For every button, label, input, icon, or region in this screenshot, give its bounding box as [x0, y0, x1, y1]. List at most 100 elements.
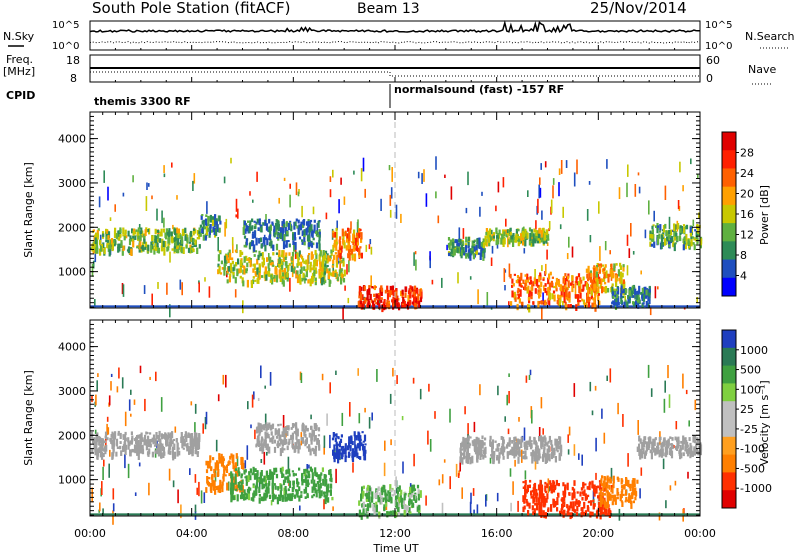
noise-speck	[695, 400, 697, 410]
echo-cell	[541, 488, 543, 491]
echo-cell	[335, 438, 337, 442]
echo-cell	[469, 457, 471, 464]
noise-speck	[146, 183, 148, 191]
echo-cell	[517, 229, 519, 232]
echo-cell	[105, 436, 107, 438]
echo-cell	[348, 249, 350, 253]
noise-speck	[391, 167, 393, 182]
echo-cell	[690, 227, 692, 233]
echo-cell	[542, 279, 544, 281]
echo-cell	[680, 228, 682, 233]
echo-cell	[561, 504, 563, 510]
noise-speck	[449, 409, 451, 423]
echo-cell	[605, 264, 607, 268]
echo-cell	[338, 250, 340, 258]
echo-cell	[155, 229, 157, 235]
echo-cell	[594, 489, 596, 496]
echo-cell	[314, 423, 316, 429]
power-panel	[90, 112, 702, 319]
echo-cell	[275, 223, 277, 227]
echo-cell	[481, 454, 483, 457]
noise-speck	[132, 175, 134, 182]
noise-speck	[599, 246, 601, 261]
echo-cell	[287, 265, 289, 270]
echo-cell	[622, 485, 624, 489]
echo-cell	[291, 257, 293, 261]
echo-cell	[515, 234, 517, 240]
echo-cell	[567, 511, 569, 516]
echo-cell	[356, 435, 358, 440]
echo-cell	[607, 493, 609, 500]
echo-cell	[342, 229, 344, 237]
echo-cell	[303, 235, 305, 237]
echo-cell	[573, 480, 575, 486]
echo-cell	[251, 225, 253, 229]
echo-cell	[534, 503, 536, 506]
echo-cell	[543, 301, 545, 303]
echo-cell	[306, 221, 308, 226]
echo-cell	[573, 509, 575, 512]
echo-cell	[263, 476, 265, 482]
echo-cell	[638, 444, 640, 451]
echo-cell	[373, 294, 375, 297]
echo-cell	[409, 511, 411, 514]
echo-cell	[679, 238, 681, 241]
echo-cell	[295, 473, 297, 476]
noise-speck	[369, 244, 371, 249]
echo-cell	[683, 244, 685, 250]
noise-speck	[541, 307, 543, 320]
echo-cell	[319, 474, 321, 481]
noise-speck	[99, 196, 101, 207]
echo-cell	[683, 227, 685, 233]
echo-cell	[297, 258, 299, 266]
echo-cell	[540, 282, 542, 288]
echo-cell	[168, 237, 170, 243]
echo-cell	[501, 234, 503, 236]
echo-cell	[507, 442, 509, 446]
echo-cell	[163, 452, 165, 456]
echo-cell	[690, 232, 692, 236]
echo-cell	[243, 494, 245, 501]
echo-cell	[249, 488, 251, 491]
echo-cell	[315, 250, 317, 255]
echo-cell	[276, 244, 278, 251]
echo-cell	[116, 439, 118, 447]
echo-cell	[309, 265, 311, 273]
y-tick-label: 3000	[58, 177, 86, 190]
noise-speck	[169, 469, 171, 481]
echo-cell	[276, 237, 278, 239]
echo-cell	[143, 440, 145, 446]
echo-cell	[616, 294, 618, 298]
echo-cell	[545, 454, 547, 459]
echo-cell	[545, 283, 547, 287]
echo-cell	[360, 292, 362, 300]
noise-speck	[264, 452, 266, 465]
echo-cell	[547, 509, 549, 512]
noise-speck	[541, 265, 543, 271]
echo-cell	[502, 444, 504, 447]
echo-cell	[533, 229, 535, 233]
echo-cell	[543, 512, 545, 518]
echo-cell	[556, 507, 558, 511]
noise-speck	[364, 408, 366, 413]
x-tick-label: 08:00	[277, 527, 309, 540]
echo-cell	[484, 438, 486, 441]
echo-cell	[531, 440, 533, 442]
echo-cell	[548, 445, 550, 452]
noise-speck	[567, 434, 569, 443]
echo-cell	[365, 493, 367, 496]
echo-cell	[259, 494, 261, 497]
echo-cell	[238, 268, 240, 273]
noise-speck	[481, 192, 483, 196]
echo-cell	[311, 480, 313, 484]
echo-cell	[302, 423, 304, 428]
echo-cell	[522, 451, 524, 454]
echo-cell	[296, 274, 298, 277]
echo-cell	[580, 280, 582, 284]
echo-cell	[397, 507, 399, 512]
echo-cell	[329, 478, 331, 481]
echo-cell	[571, 285, 573, 292]
echo-cell	[241, 457, 243, 462]
echo-cell	[541, 301, 543, 305]
echo-cell	[256, 427, 258, 433]
